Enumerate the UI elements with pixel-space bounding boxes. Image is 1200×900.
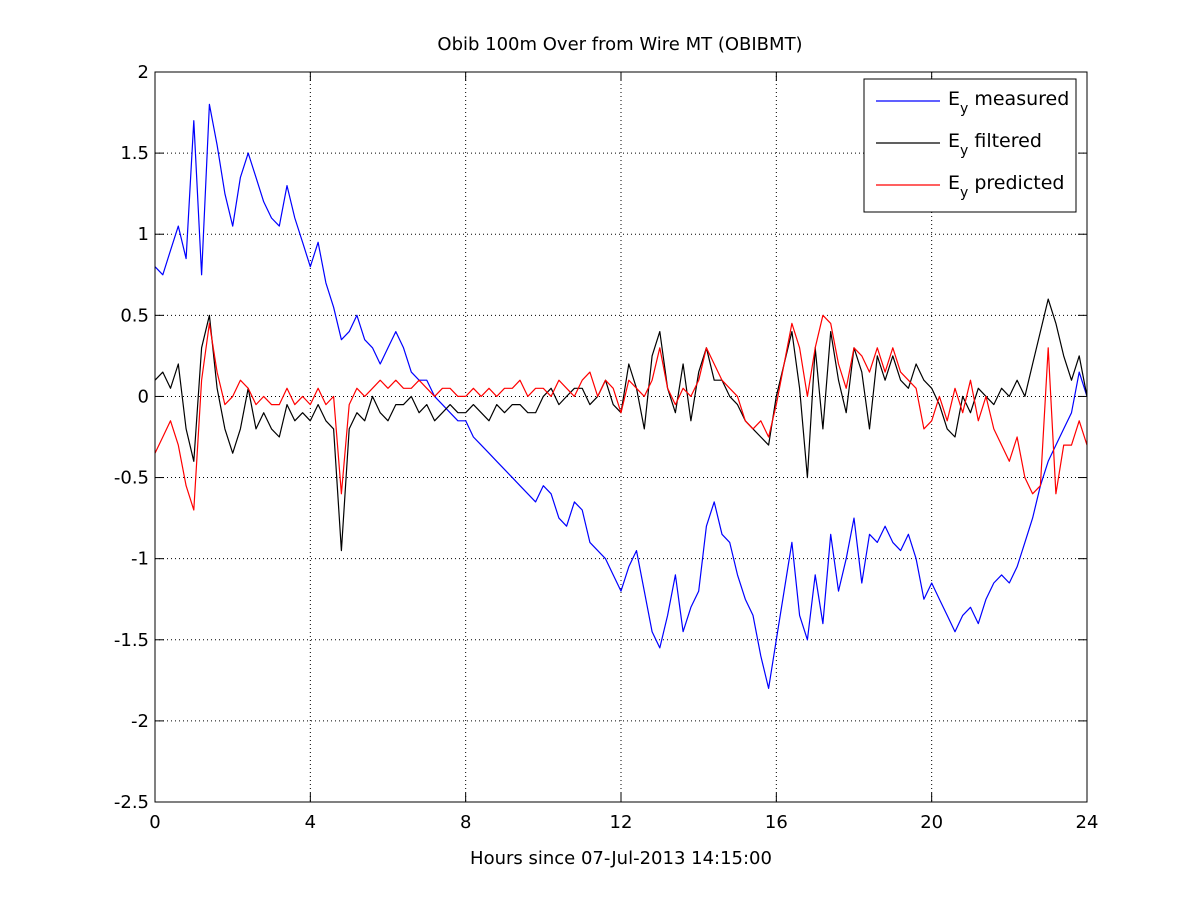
series-group: [154, 103, 1088, 690]
legend-entry-main: E: [948, 172, 960, 194]
x-tick-label: 0: [149, 812, 160, 833]
x-tick-label: 24: [1076, 812, 1099, 833]
series-line-3: [154, 314, 1088, 511]
tick-marks: [154, 71, 1088, 803]
y-tick-label: 2: [138, 62, 149, 83]
legend-entry: Ey measured: [948, 88, 1069, 117]
x-tick-label: 12: [610, 812, 633, 833]
x-tick-label: 8: [460, 812, 471, 833]
chart-title: Obib 100m Over from Wire MT (OBIBMT): [437, 34, 802, 55]
y-tick-label: -2: [131, 711, 149, 732]
y-tick-label: 0.5: [120, 305, 149, 326]
y-tick-label: -2.5: [114, 792, 149, 813]
y-tick-label: -1: [131, 549, 149, 570]
y-tick-label: -1.5: [114, 630, 149, 651]
x-tick-label: 20: [920, 812, 943, 833]
y-tick-labels: 2 1.5 1 0.5 0 -0.5 -1 -1.5 -2 -2.5: [114, 62, 149, 813]
legend-entry-main: E: [948, 88, 960, 110]
legend-entry-rest: predicted: [968, 172, 1064, 194]
series-line-1: [154, 103, 1088, 690]
x-tick-label: 4: [305, 812, 316, 833]
legend-entry-rest: measured: [968, 88, 1069, 110]
y-tick-label: 1.5: [120, 143, 149, 164]
legend-entry-subscript: y: [960, 143, 968, 159]
y-tick-label: 0: [138, 386, 149, 407]
legend-entry-rest: filtered: [968, 130, 1042, 152]
x-tick-labels: 0 4 8 12 16 20 24: [149, 812, 1098, 833]
y-tick-label: 1: [138, 224, 149, 245]
y-tick-label: -0.5: [114, 468, 149, 489]
legend-entry-subscript: y: [960, 185, 968, 201]
legend-entry-main: E: [948, 130, 960, 152]
legend-entry-subscript: y: [960, 101, 968, 117]
x-axis-label: Hours since 07-Jul-2013 14:15:00: [470, 848, 772, 869]
legend-entry: Ey filtered: [948, 130, 1042, 159]
x-tick-label: 16: [765, 812, 788, 833]
legend-entry: Ey predicted: [948, 172, 1064, 201]
